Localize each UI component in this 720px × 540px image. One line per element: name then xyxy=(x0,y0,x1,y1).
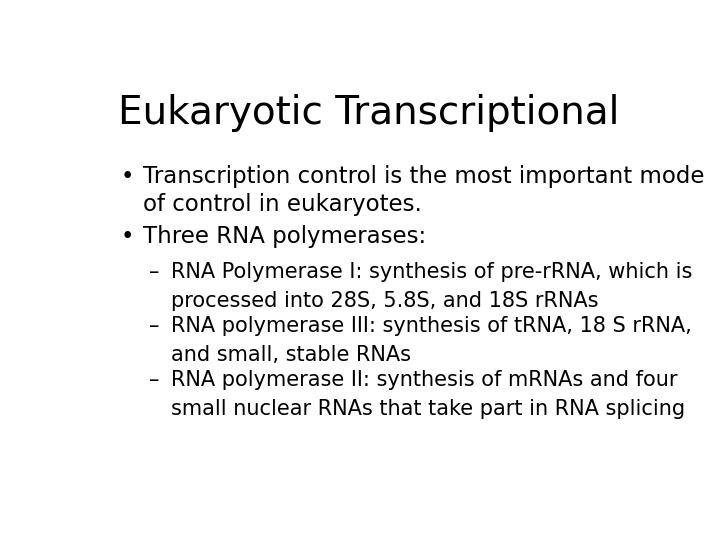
Text: •: • xyxy=(121,165,134,187)
Text: and small, stable RNAs: and small, stable RNAs xyxy=(171,345,411,364)
Text: Three RNA polymerases:: Three RNA polymerases: xyxy=(143,225,426,248)
Text: Transcription control is the most important mode: Transcription control is the most import… xyxy=(143,165,704,187)
Text: of control in eukaryotes.: of control in eukaryotes. xyxy=(143,193,422,216)
Text: –: – xyxy=(148,370,159,390)
Text: –: – xyxy=(148,316,159,336)
Text: Eukaryotic Transcriptional: Eukaryotic Transcriptional xyxy=(118,94,620,132)
Text: •: • xyxy=(121,225,134,248)
Text: –: – xyxy=(148,262,159,282)
Text: RNA Polymerase I: synthesis of pre-rRNA, which is: RNA Polymerase I: synthesis of pre-rRNA,… xyxy=(171,262,693,282)
Text: RNA polymerase III: synthesis of tRNA, 18 S rRNA,: RNA polymerase III: synthesis of tRNA, 1… xyxy=(171,316,692,336)
Text: RNA polymerase II: synthesis of mRNAs and four: RNA polymerase II: synthesis of mRNAs an… xyxy=(171,370,678,390)
Text: small nuclear RNAs that take part in RNA splicing: small nuclear RNAs that take part in RNA… xyxy=(171,399,685,418)
Text: processed into 28S, 5.8S, and 18S rRNAs: processed into 28S, 5.8S, and 18S rRNAs xyxy=(171,291,598,310)
